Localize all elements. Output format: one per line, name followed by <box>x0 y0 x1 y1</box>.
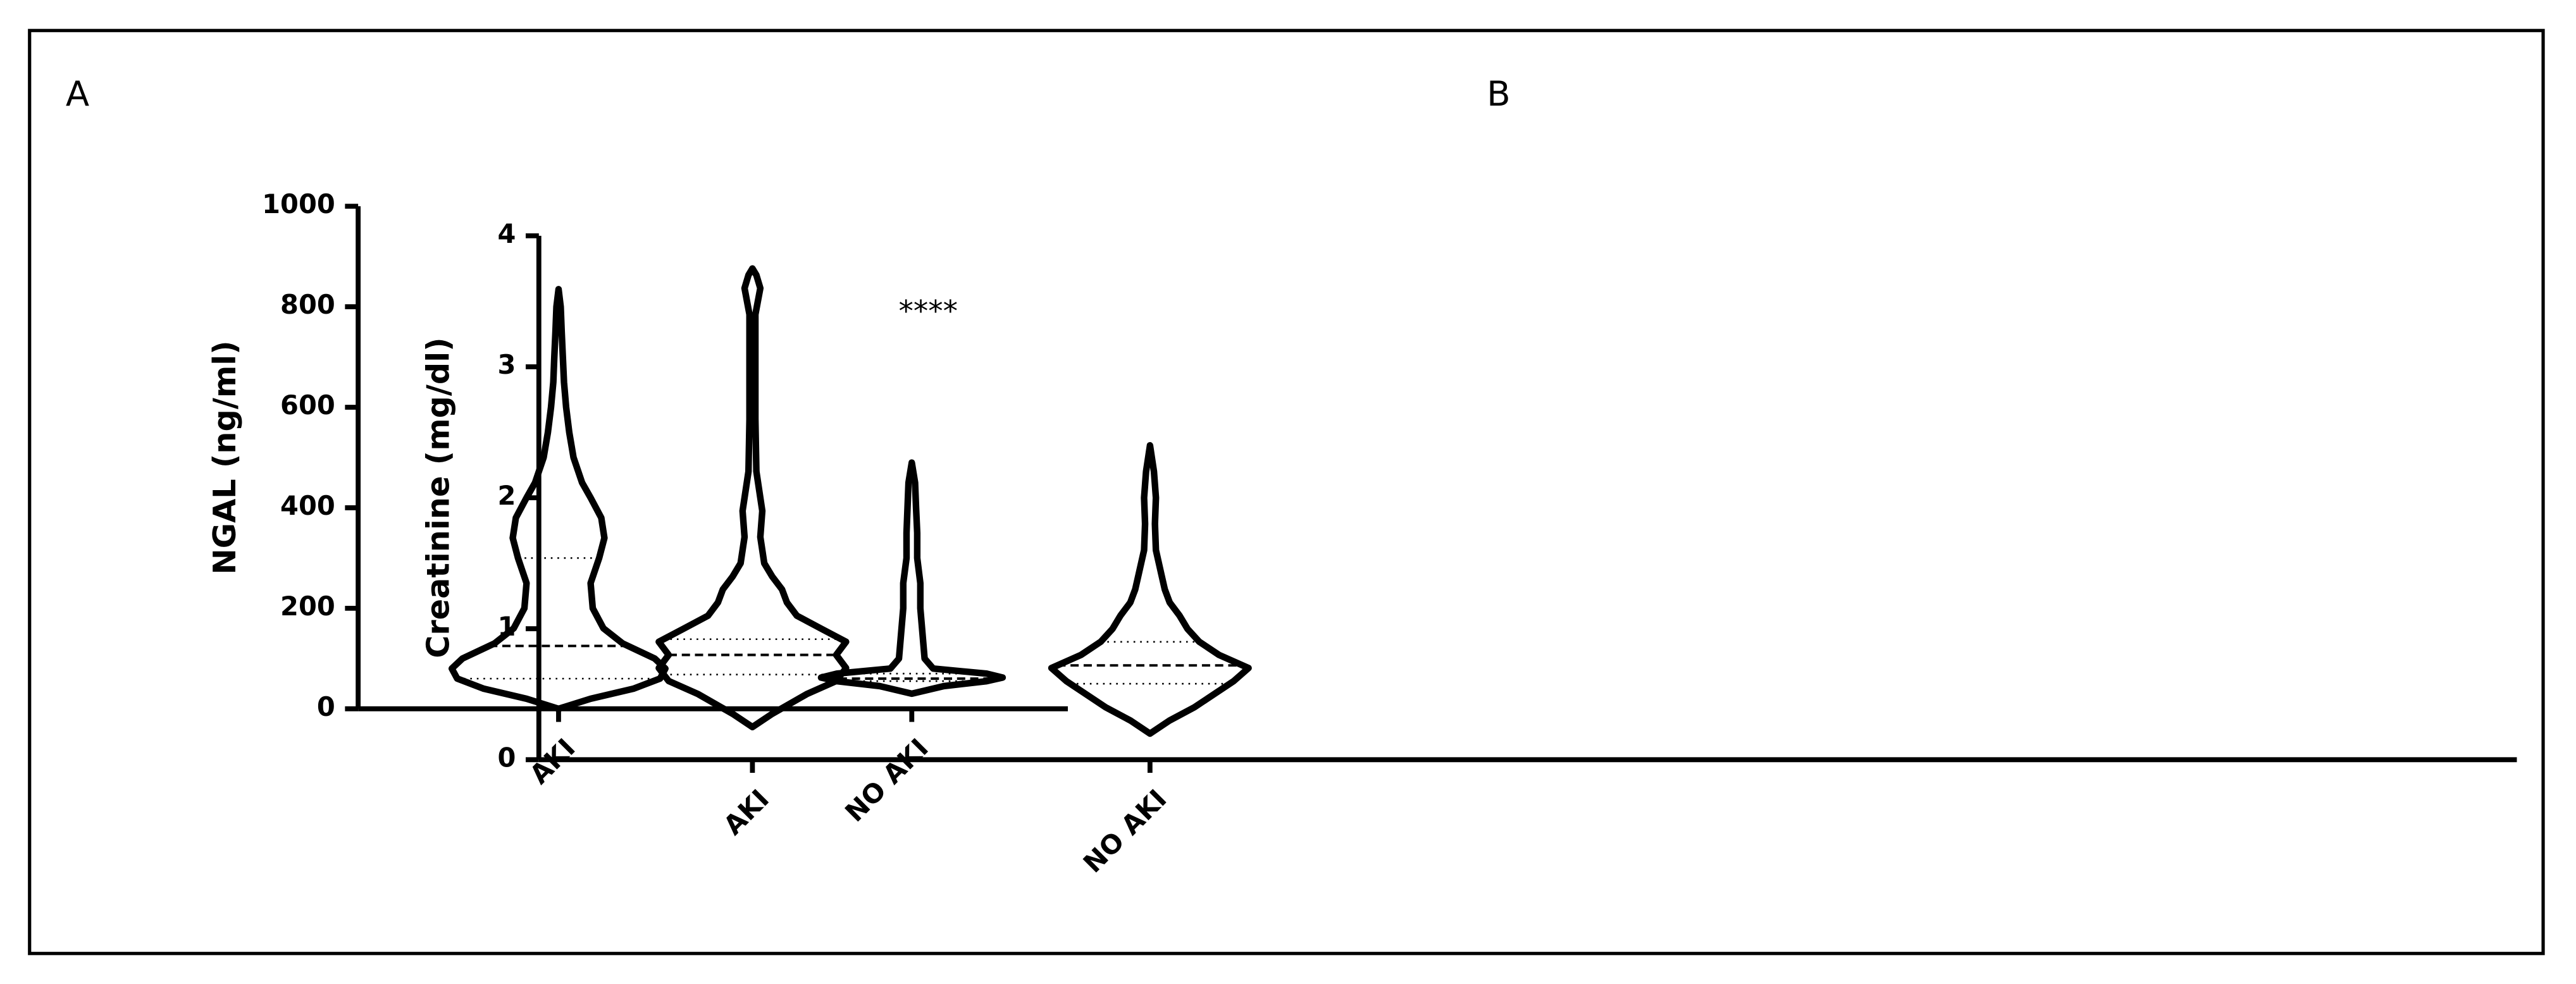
y-tick-label: 0 <box>317 691 335 722</box>
violin-outline <box>1048 442 1252 737</box>
y-tick-label: 200 <box>280 591 335 622</box>
y-tick-label: 4 <box>498 218 516 249</box>
significance-annotation: **** <box>899 295 958 329</box>
y-tick-label: 400 <box>280 490 335 521</box>
y-tick-label: 3 <box>498 349 516 380</box>
y-tick-label: 600 <box>280 390 335 421</box>
panel-label: A <box>66 73 89 114</box>
x-tick-label: NO AKI <box>839 732 934 828</box>
figure-border <box>28 28 2545 956</box>
y-tick-label: 800 <box>280 289 335 320</box>
y-axis-label: Creatinine (mg/dl) <box>419 337 456 658</box>
y-tick-label: 2 <box>498 480 516 511</box>
y-axis-label: NGAL (ng/ml) <box>206 340 243 574</box>
y-tick-label: 1 <box>498 611 516 642</box>
violin-outline <box>817 459 1006 698</box>
violin-outline <box>448 286 669 712</box>
x-tick-label: NO AKI <box>1077 784 1173 879</box>
panel-label: B <box>1487 73 1510 114</box>
violin-outline <box>655 265 850 730</box>
y-tick-label: 1000 <box>262 188 335 219</box>
y-tick-label: 0 <box>498 742 516 773</box>
x-tick-label: AKI <box>717 784 775 841</box>
